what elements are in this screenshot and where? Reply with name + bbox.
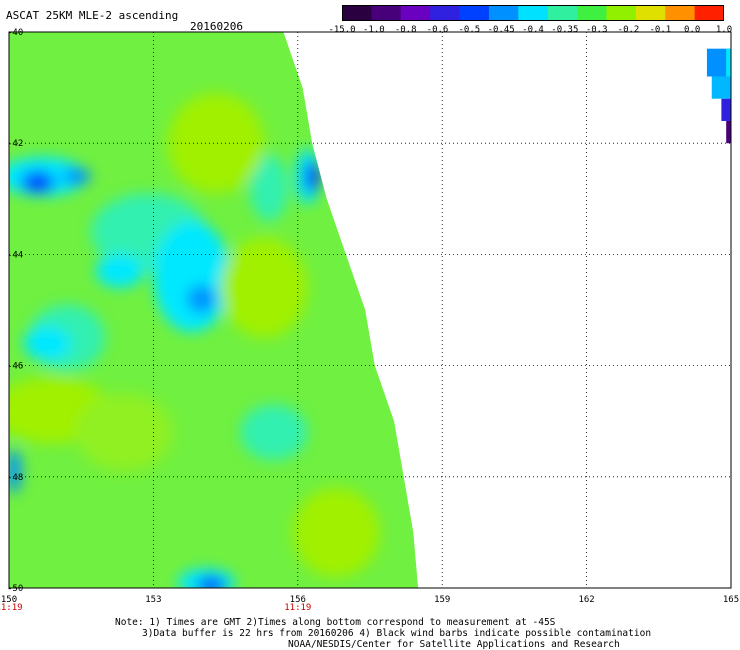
map-frame: [8, 31, 732, 589]
corner-data-block: [711, 76, 731, 99]
lon-tick-label: 162: [578, 595, 594, 605]
data-patch: [167, 93, 265, 194]
data-patch: [9, 449, 22, 494]
colorbar-label: -0.8: [395, 25, 417, 35]
lon-tick-label: 150: [1, 595, 17, 605]
colorbar-segment: [459, 5, 490, 21]
note-line-3: NOAA/NESDIS/Center for Satellite Applica…: [288, 639, 620, 650]
data-patch: [240, 404, 308, 461]
colorbar-segment: [430, 5, 461, 21]
colorbar-label: 1.0: [716, 25, 732, 35]
colorbar-label: -15.0: [328, 25, 355, 35]
lat-tick-label: -44: [7, 250, 23, 260]
colorbar-label: -0.4: [522, 25, 544, 35]
color-scale-bar: [342, 5, 724, 21]
corner-data-block: [726, 48, 731, 83]
data-patch: [153, 221, 231, 333]
lat-tick-label: -42: [7, 139, 23, 149]
lon-tick-label: 159: [434, 595, 450, 605]
colorbar-label: -0.45: [488, 25, 515, 35]
lon-tick-label: 156: [290, 595, 306, 605]
corner-data-block: [726, 120, 731, 144]
map-date: 20160206: [190, 20, 243, 33]
colorbar-segment: [577, 5, 607, 21]
colorbar-label: -0.2: [618, 25, 640, 35]
colorbar-label: -0.35: [551, 25, 578, 35]
data-patch: [187, 284, 216, 313]
corner-data-block: [721, 98, 731, 121]
lat-tick-label: -46: [7, 362, 23, 372]
note-line-2: 3)Data buffer is 22 hrs from 20160206 4)…: [142, 628, 652, 639]
colorbar-label: -0.5: [458, 25, 480, 35]
colorbar-label: 0.0: [684, 25, 700, 35]
corner-swath-data: [706, 48, 731, 144]
time-label: 11:19: [0, 603, 23, 613]
data-patch: [305, 159, 320, 194]
colorbar-segment: [635, 5, 666, 21]
lon-tick-label: 165: [723, 595, 739, 605]
colorbar-label: -0.3: [586, 25, 608, 35]
lat-tick-label: -40: [7, 28, 23, 38]
colorbar-segment: [518, 5, 549, 21]
data-patch: [249, 154, 289, 222]
data-patch: [95, 254, 144, 288]
data-patch: [61, 168, 91, 185]
map-title: ASCAT 25KM MLE-2 ascending: [6, 9, 179, 22]
data-patch: [196, 576, 226, 588]
colorbar-segment: [665, 5, 696, 21]
data-patch: [21, 171, 55, 194]
colorbar-label: -1.0: [363, 25, 385, 35]
colorbar-segment: [694, 5, 724, 21]
colorbar-segment: [547, 5, 578, 21]
time-label: 11:19: [284, 603, 311, 613]
colorbar-label: -0.1: [649, 25, 671, 35]
colorbar-segment: [342, 5, 372, 21]
data-patch: [292, 487, 380, 577]
lat-tick-label: -50: [7, 584, 23, 594]
colorbar-segment: [371, 5, 402, 21]
data-patch: [23, 326, 72, 361]
footnotes: Note: 1) Times are GMT 2)Times along bot…: [115, 617, 651, 650]
note-line-1: Note: 1) Times are GMT 2)Times along bot…: [115, 617, 556, 628]
lon-tick-label: 153: [145, 595, 161, 605]
axis-labels: 150 153 156 159 162 165 -40 -42 -44 -46 -48 -50 11:1…: [0, 28, 739, 613]
swath-data: [9, 32, 419, 588]
lat-tick-label: -48: [7, 473, 23, 483]
colorbar-segment: [488, 5, 519, 21]
colorbar-segment: [606, 5, 637, 21]
colorbar-segment: [400, 5, 431, 21]
data-patch: [76, 393, 173, 472]
colorbar-label: -0.6: [427, 25, 449, 35]
data-patch: [220, 237, 308, 338]
